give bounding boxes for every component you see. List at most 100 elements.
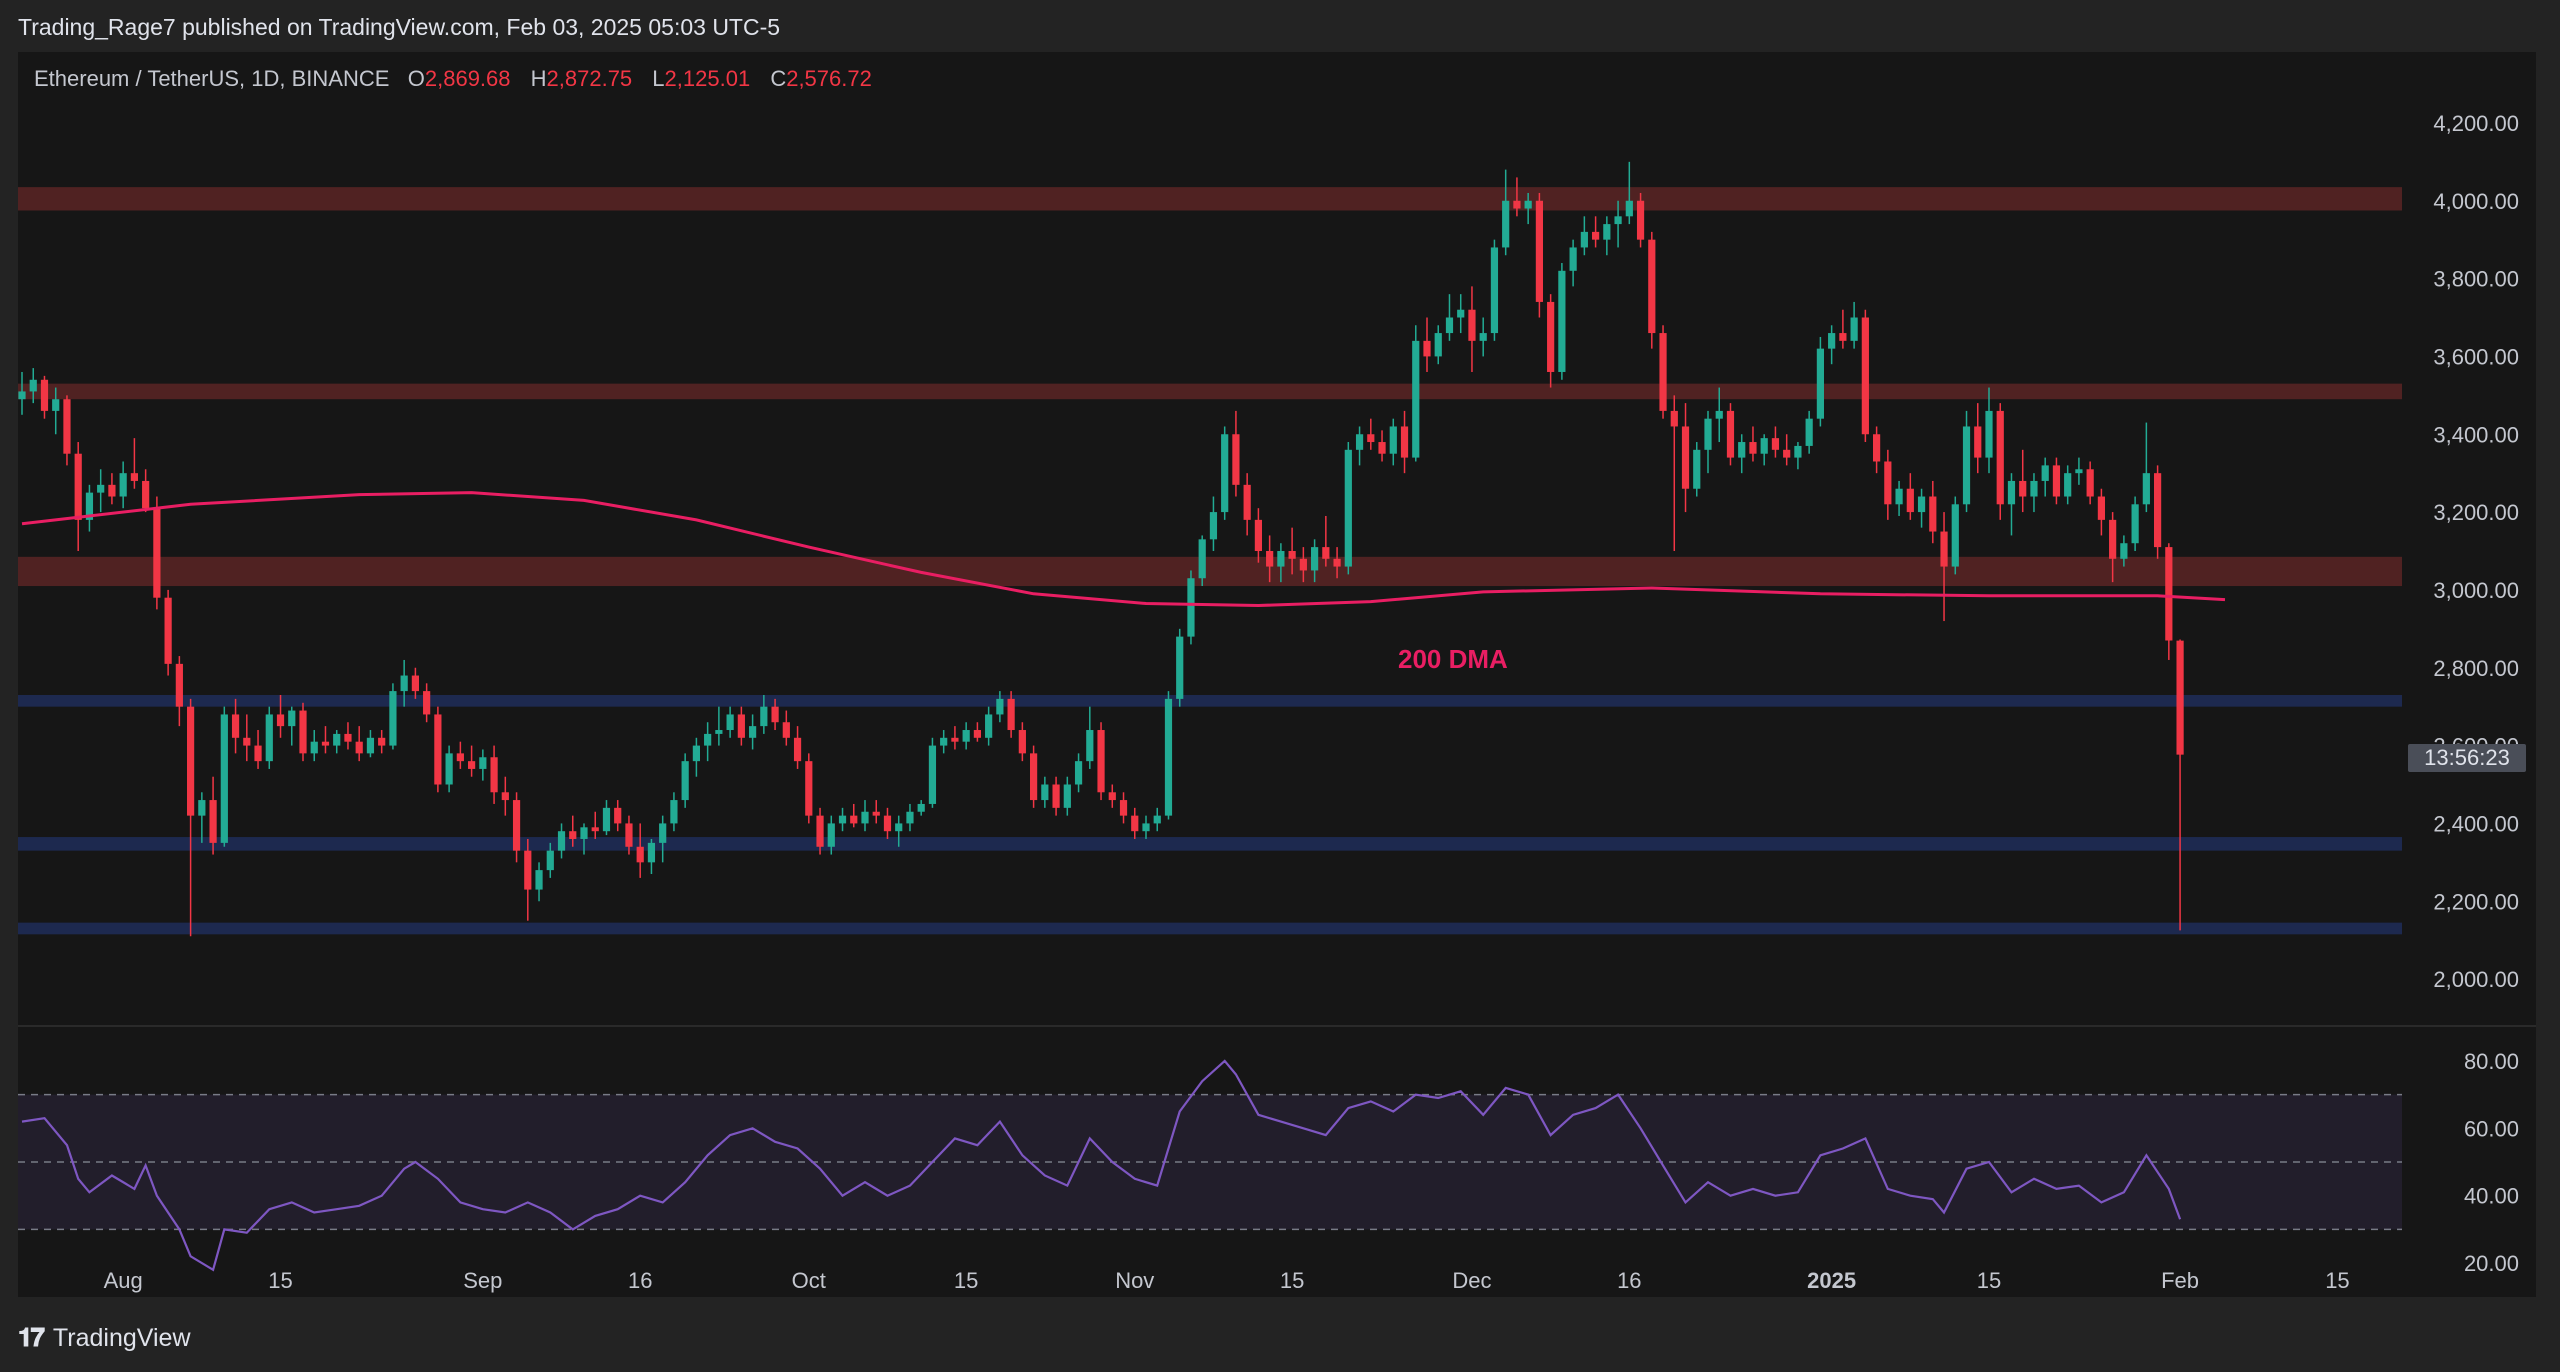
price-tick-label: 2,200.00 <box>2433 889 2519 914</box>
candle <box>962 722 970 750</box>
rsi-tick-label: 20.00 <box>2464 1251 2519 1276</box>
price-tick-label: 3,600.00 <box>2433 344 2519 369</box>
time-tick-label: 15 <box>1280 1268 1304 1293</box>
candle <box>951 726 959 750</box>
candle <box>119 461 127 509</box>
candle <box>2052 457 2061 505</box>
candle <box>973 722 981 742</box>
resistance-zone-2 <box>18 556 2402 587</box>
open-label: O <box>407 66 425 91</box>
candle <box>670 792 678 832</box>
candle <box>1861 309 1869 443</box>
candle <box>1502 169 1510 256</box>
candle <box>906 803 914 832</box>
candle <box>434 706 442 793</box>
candle <box>1636 192 1645 248</box>
candle <box>1625 161 1633 225</box>
rsi-line <box>21 1059 2182 1272</box>
candle <box>400 659 408 707</box>
rsi-panel: 80.00 60.00 40.00 20.00 <box>18 1025 2536 1276</box>
candle <box>1738 434 1746 474</box>
candle <box>524 838 532 921</box>
candle <box>153 496 161 610</box>
candle <box>130 438 138 489</box>
candle <box>557 823 566 859</box>
time-tick-label: 15 <box>954 1268 978 1293</box>
dma-line-layer: 200 DMA <box>21 491 2226 674</box>
brand-label[interactable]: TradingView <box>52 1323 191 1352</box>
candle <box>333 730 341 754</box>
candle <box>2142 422 2150 513</box>
candle <box>265 706 273 769</box>
candle <box>861 800 869 832</box>
resistance-zone-0 <box>18 187 2402 211</box>
candle <box>2176 639 2184 931</box>
candle <box>1558 263 1566 380</box>
candle <box>1400 410 1409 474</box>
candle <box>1232 410 1240 497</box>
candle <box>838 807 847 832</box>
candle <box>1243 473 1251 536</box>
candle <box>512 792 521 863</box>
candle <box>1322 515 1330 567</box>
candle <box>1164 691 1173 820</box>
candle <box>535 862 543 902</box>
rsi-tick-label: 80.00 <box>2464 1049 2519 1074</box>
chart-frame[interactable] <box>18 52 2536 1297</box>
candle <box>1828 325 1836 365</box>
candle <box>647 838 656 875</box>
price-axis: 4,200.00 4,000.00 3,800.00 3,600.00 3,400.00… <box>2433 111 2519 992</box>
candle <box>2120 535 2128 567</box>
candle <box>580 823 588 855</box>
candle <box>1603 216 1611 256</box>
candle <box>288 706 296 746</box>
candle <box>468 745 476 777</box>
candle <box>1839 309 1847 349</box>
candle <box>715 706 723 746</box>
time-tick-label: Oct <box>792 1268 826 1293</box>
candle <box>1535 192 1543 318</box>
candle <box>1142 815 1150 839</box>
candle <box>1434 325 1442 365</box>
candle <box>985 706 993 746</box>
candle <box>1299 547 1307 583</box>
rsi-tick-label: 40.00 <box>2464 1184 2519 1209</box>
candle <box>1479 317 1487 357</box>
time-tick-label: Aug <box>104 1268 143 1293</box>
candle <box>2165 543 2173 660</box>
candle <box>456 741 464 769</box>
candle <box>63 395 71 466</box>
candle <box>625 815 633 855</box>
candle <box>1985 387 1993 474</box>
symbol-label: Ethereum / TetherUS, 1D, BINANCE <box>34 66 390 91</box>
candle <box>917 800 925 816</box>
candle <box>726 706 734 738</box>
candle <box>793 726 802 769</box>
candle <box>636 823 644 878</box>
candle <box>74 442 82 551</box>
candle <box>40 375 49 419</box>
candle <box>1659 325 1667 419</box>
candle <box>2131 496 2139 551</box>
footer: 𝟏𝟕 TradingView <box>18 1322 191 1354</box>
candle <box>164 589 172 676</box>
dma-200-line <box>21 491 2226 608</box>
candle <box>1176 628 1184 707</box>
candle <box>1209 496 1218 551</box>
price-tick-label: 2,000.00 <box>2433 967 2519 992</box>
open-value: 2,869.68 <box>424 66 511 91</box>
candle <box>1524 192 1532 225</box>
time-tick-label: Nov <box>1115 1268 1154 1293</box>
candle <box>827 815 835 855</box>
time-tick-label: Dec <box>1452 1268 1491 1293</box>
candle <box>1490 239 1499 341</box>
candle <box>209 776 217 855</box>
candle <box>198 792 206 843</box>
candle <box>1580 216 1588 256</box>
candle <box>276 694 285 738</box>
candle <box>1794 442 1802 470</box>
close-label: C <box>770 66 787 91</box>
bar-countdown: 13:56:23 <box>2408 744 2526 772</box>
candle <box>1367 418 1375 450</box>
